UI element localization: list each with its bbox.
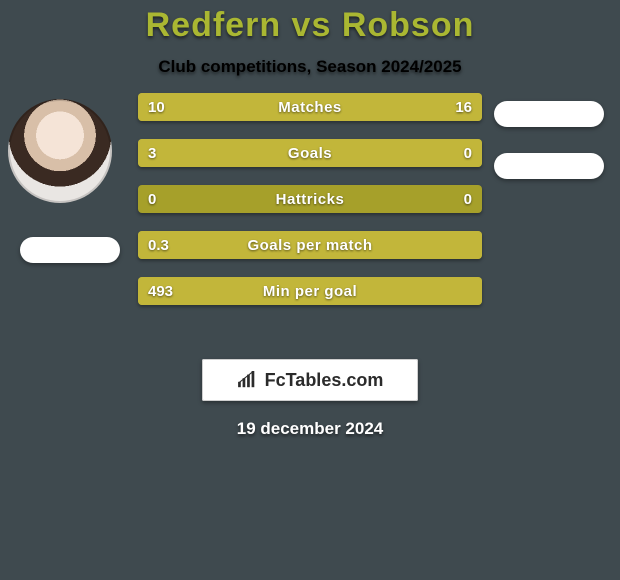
player-left-badge	[20, 237, 120, 263]
stat-value-right: 16	[455, 93, 472, 121]
stat-row: Min per goal493	[138, 277, 482, 305]
stat-bars: Matches1016Goals30Hattricks00Goals per m…	[138, 93, 482, 323]
stat-row: Goals per match0.3	[138, 231, 482, 259]
comparison-area: Matches1016Goals30Hattricks00Goals per m…	[0, 105, 620, 345]
stat-label: Min per goal	[138, 277, 482, 305]
source-logo-text: FcTables.com	[265, 370, 384, 391]
stat-label: Hattricks	[138, 185, 482, 213]
vs-separator: vs	[292, 6, 332, 44]
stat-value-left: 493	[148, 277, 173, 305]
player-left-avatar	[8, 99, 112, 203]
stat-label: Goals per match	[138, 231, 482, 259]
stat-value-left: 10	[148, 93, 165, 121]
stat-value-left: 0	[148, 185, 156, 213]
player-right-badge-1	[494, 101, 604, 127]
source-logo-box: FcTables.com	[202, 359, 418, 401]
chart-icon	[237, 371, 259, 389]
player-left-name: Redfern	[146, 6, 281, 44]
stat-value-right: 0	[464, 139, 472, 167]
date-text: 19 december 2024	[0, 419, 620, 439]
stat-label: Goals	[138, 139, 482, 167]
stat-value-left: 3	[148, 139, 156, 167]
comparison-card: Redfern vs Robson Club competitions, Sea…	[0, 0, 620, 580]
stat-label: Matches	[138, 93, 482, 121]
stat-row: Goals3 0	[138, 139, 482, 167]
stat-row: Matches10 16	[138, 93, 482, 121]
stat-row: Hattricks0 0	[138, 185, 482, 213]
page-title: Redfern vs Robson	[0, 6, 620, 45]
stat-value-right: 0	[464, 185, 472, 213]
player-right-name: Robson	[342, 6, 475, 44]
player-right-badge-2	[494, 153, 604, 179]
subtitle: Club competitions, Season 2024/2025	[0, 57, 620, 77]
stat-value-left: 0.3	[148, 231, 169, 259]
